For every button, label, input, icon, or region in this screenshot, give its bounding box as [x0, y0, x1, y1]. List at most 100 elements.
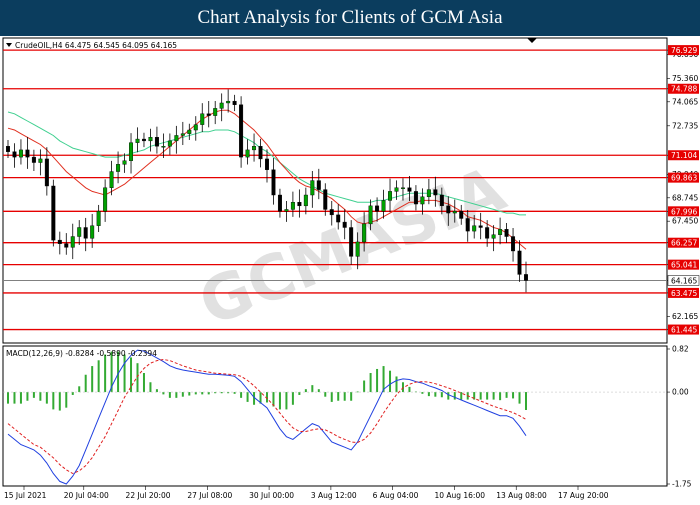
price-tick-label: 75.360 — [672, 74, 698, 83]
candle-bull — [116, 164, 121, 172]
macd-hist-bar — [486, 392, 489, 400]
candle-bull — [420, 196, 425, 205]
level-tag-label: 67.996 — [671, 207, 697, 216]
macd-hist-bar — [194, 392, 197, 395]
candle-bull — [355, 241, 360, 257]
level-tag-label: 65.041 — [671, 261, 697, 270]
macd-hist-bar — [440, 392, 443, 398]
macd-hist-bar — [518, 392, 521, 404]
price-chart-title: CrudeOIL,H4 64.475 64.545 64.095 64.165 — [15, 41, 177, 50]
macd-hist-bar — [227, 392, 230, 394]
candle-bull — [245, 149, 250, 158]
macd-hist-bar — [427, 392, 430, 397]
macd-hist-bar — [350, 392, 353, 401]
level-tag — [668, 206, 699, 217]
symbol-dropdown-icon[interactable] — [6, 43, 12, 47]
candle-bear — [64, 243, 69, 248]
level-tag — [668, 259, 699, 270]
macd-hist-bar — [369, 373, 372, 393]
time-tick-label: 27 Jul 08:00 — [187, 491, 232, 500]
macd-hist-bar — [246, 392, 249, 402]
macd-hist-bar — [19, 392, 22, 404]
candle-bull — [213, 108, 218, 116]
macd-hist-bar — [110, 351, 113, 393]
macd-hist-bar — [304, 389, 307, 393]
macd-hist-bar — [512, 392, 515, 399]
candle-bear — [413, 191, 418, 205]
candle-bear — [258, 146, 263, 160]
candle-bear — [154, 137, 159, 147]
candle-bear — [478, 225, 483, 228]
macd-hist-bar — [39, 392, 42, 401]
level-tag — [668, 172, 699, 183]
macd-hist-bar — [505, 392, 508, 398]
time-tick-label: 13 Aug 08:00 — [496, 491, 547, 500]
macd-hist-bar — [130, 357, 133, 393]
banner-title: Chart Analysis for Clients of GCM Asia — [197, 7, 503, 28]
macd-hist-bar — [421, 392, 424, 394]
level-tag-label: 76.929 — [671, 46, 697, 55]
macd-hist-bar — [434, 392, 437, 397]
candle-bull — [219, 102, 224, 109]
candle-bull — [310, 180, 315, 196]
candle-bear — [44, 158, 49, 187]
candle-bull — [38, 158, 43, 163]
macd-hist-bar — [278, 392, 281, 410]
level-tag-label: 61.445 — [671, 326, 697, 335]
candle-bear — [446, 205, 451, 214]
candle-bear — [342, 221, 347, 228]
candle-bull — [388, 191, 393, 201]
time-tick-label: 6 Aug 04:00 — [373, 491, 419, 500]
candle-bull — [135, 138, 140, 143]
candle-bull — [122, 160, 127, 165]
macd-hist-bar — [26, 392, 29, 401]
macd-panel — [2, 345, 668, 487]
candle-bear — [329, 209, 334, 216]
macd-hist-bar — [220, 392, 223, 394]
candle-bull — [103, 187, 108, 212]
macd-hist-bar — [7, 392, 9, 404]
macd-tick-label: 0.00 — [672, 388, 689, 397]
macd-tick-label: 0.82 — [672, 345, 689, 354]
macd-hist-bar — [136, 363, 139, 393]
macd-hist-bar — [285, 392, 288, 410]
time-tick-label: 15 Jul 2021 — [4, 491, 47, 500]
macd-hist-bar — [395, 376, 398, 393]
macd-hist-bar — [330, 392, 333, 402]
shift-marker-icon[interactable] — [527, 38, 537, 43]
macd-hist-bar — [401, 382, 404, 393]
macd-hist-bar — [389, 370, 392, 393]
candle-bear — [271, 169, 276, 196]
level-tag — [668, 83, 699, 94]
macd-hist-bar — [233, 392, 236, 394]
macd-axis: 0.82 0.00 -1.75 — [3, 345, 692, 489]
candle-bull — [303, 194, 308, 207]
macd-hist-bar — [45, 392, 48, 404]
macd-hist-bar — [201, 392, 204, 395]
macd-hist-bar — [214, 392, 217, 394]
macd-hist-bar — [181, 392, 184, 397]
macd-hist-bar — [52, 392, 55, 410]
candle-bull — [96, 211, 101, 226]
level-tag-label: 74.788 — [671, 85, 697, 94]
candle-bear — [459, 211, 464, 219]
macd-hist-bar — [123, 354, 126, 393]
candle-bear — [277, 194, 282, 212]
macd-hist-bar — [291, 392, 294, 405]
macd-hist-bar — [32, 392, 35, 398]
last-price-label: 64.165 — [671, 276, 697, 285]
candle-bull — [109, 171, 114, 188]
candle-bull — [452, 211, 457, 214]
macd-tick-label: -1.75 — [672, 480, 692, 489]
candle-bull — [498, 229, 503, 235]
macd-hist-bar — [65, 392, 68, 408]
price-tick-label: 72.735 — [672, 121, 698, 130]
macd-hist-bar — [298, 392, 301, 395]
candle-bear — [504, 229, 509, 237]
macd-hist-bar — [376, 368, 379, 393]
macd-hist-bar — [168, 392, 171, 398]
time-tick-label: 17 Aug 20:00 — [558, 491, 609, 500]
macd-lines — [7, 349, 527, 485]
chart-frame: GCMASIA 61.44562.16563.47564.16565.04166… — [0, 36, 700, 500]
macd-hist-bar — [356, 391, 359, 393]
